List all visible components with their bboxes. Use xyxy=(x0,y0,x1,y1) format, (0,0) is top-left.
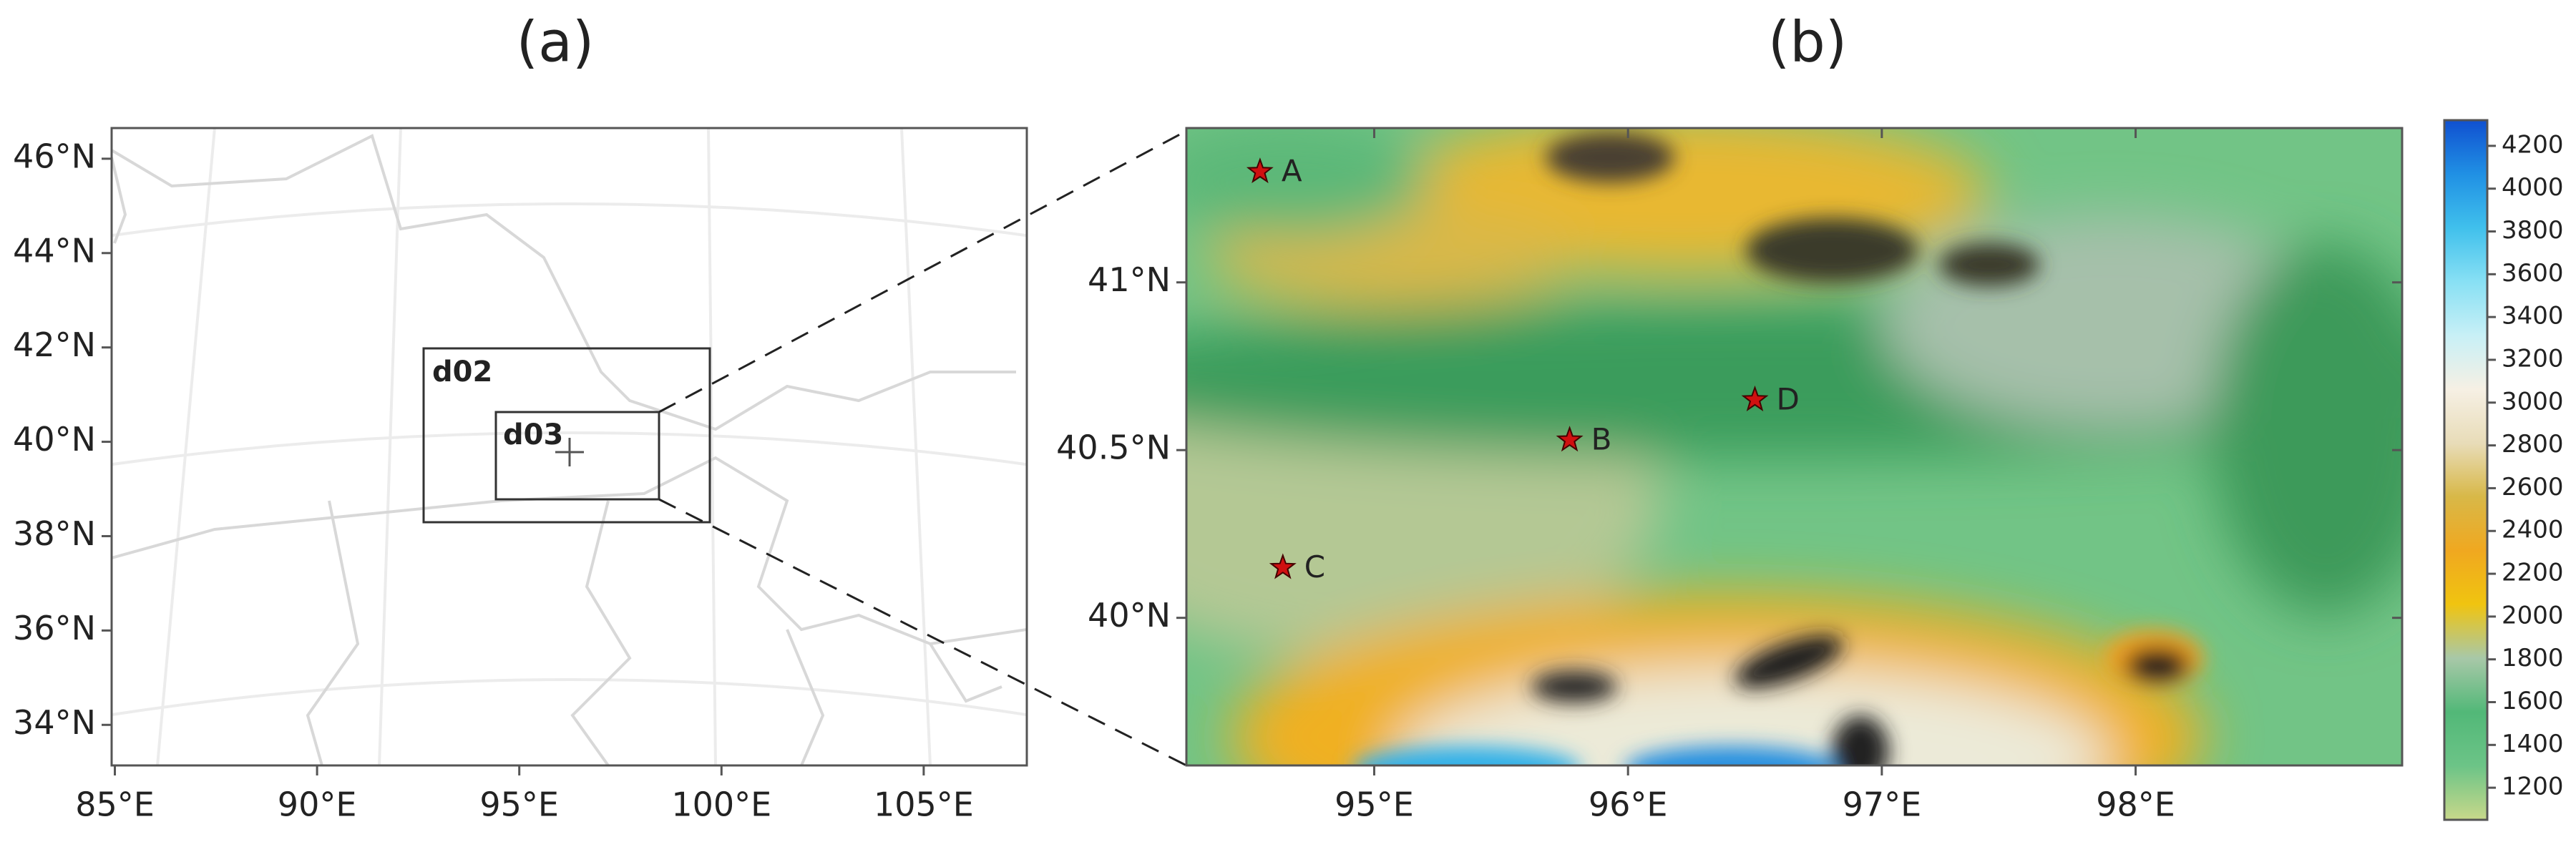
center-cross xyxy=(555,438,584,466)
y-tick-label: 40°N xyxy=(13,420,96,459)
y-tick-label: 41°N xyxy=(1088,260,1171,299)
x-tick-label: 105°E xyxy=(874,785,974,824)
x-tick-label: 90°E xyxy=(278,785,357,824)
map-frame xyxy=(110,127,1028,767)
colorbar-tick-label: 2200 xyxy=(2502,559,2564,587)
colorbar-tick-label: 1200 xyxy=(2502,773,2564,801)
domain-box xyxy=(422,347,711,524)
y-tick-label: 36°N xyxy=(13,609,96,647)
colorbar-tick-label: 1600 xyxy=(2502,687,2564,715)
y-tick-label: 34°N xyxy=(13,703,96,742)
x-tick-label: 96°E xyxy=(1589,785,1668,824)
station-label: C xyxy=(1304,549,1325,584)
station-marker xyxy=(1246,157,1274,184)
x-tick-label: 85°E xyxy=(75,785,155,824)
x-tick-label: 100°E xyxy=(671,785,771,824)
colorbar-tick-label: 3600 xyxy=(2502,259,2564,288)
colorbar-tick-label: 1400 xyxy=(2502,730,2564,758)
domain-box xyxy=(494,411,660,501)
x-tick-label: 95°E xyxy=(479,785,559,824)
panel-title: (a) xyxy=(517,10,595,74)
x-tick-label: 97°E xyxy=(1843,785,1922,824)
map-frame xyxy=(1185,127,2404,767)
y-tick-label: 44°N xyxy=(13,231,96,270)
colorbar-tick-label: 2000 xyxy=(2502,601,2564,630)
colorbar-tick-label: 1800 xyxy=(2502,644,2564,672)
station-marker xyxy=(1741,385,1769,411)
panel-title: (b) xyxy=(1768,10,1847,74)
station-marker xyxy=(1556,426,1584,452)
y-tick-label: 46°N xyxy=(13,137,96,175)
colorbar-tick-label: 4200 xyxy=(2502,130,2564,159)
y-tick-label: 38°N xyxy=(13,514,96,553)
station-label: A xyxy=(1282,153,1302,188)
colorbar-tick-label: 3800 xyxy=(2502,216,2564,245)
station-marker xyxy=(1269,553,1297,579)
domain-label: d03 xyxy=(503,418,563,451)
zoom-line xyxy=(658,129,1187,767)
colorbar-tick-label: 2600 xyxy=(2502,473,2564,501)
colorbar-tick-label: 2400 xyxy=(2502,516,2564,544)
colorbar xyxy=(2443,119,2489,821)
x-tick-label: 95°E xyxy=(1335,785,1414,824)
y-tick-label: 42°N xyxy=(13,325,96,364)
basemap xyxy=(112,128,1027,765)
colorbar-tick-label: 3200 xyxy=(2502,344,2564,373)
station-label: D xyxy=(1777,381,1800,416)
domain-label: d02 xyxy=(432,356,492,388)
x-tick-label: 98°E xyxy=(2096,785,2175,824)
colorbar-tick-label: 3400 xyxy=(2502,302,2564,330)
colorbar-tick-label: 2800 xyxy=(2502,430,2564,459)
colorbar-tick-label: 4000 xyxy=(2502,173,2564,202)
colorbar-tick-label: 3000 xyxy=(2502,387,2564,416)
station-label: B xyxy=(1591,422,1612,457)
terrain xyxy=(1186,128,2402,765)
y-tick-label: 40.5°N xyxy=(1056,429,1171,467)
y-tick-label: 40°N xyxy=(1088,596,1171,635)
